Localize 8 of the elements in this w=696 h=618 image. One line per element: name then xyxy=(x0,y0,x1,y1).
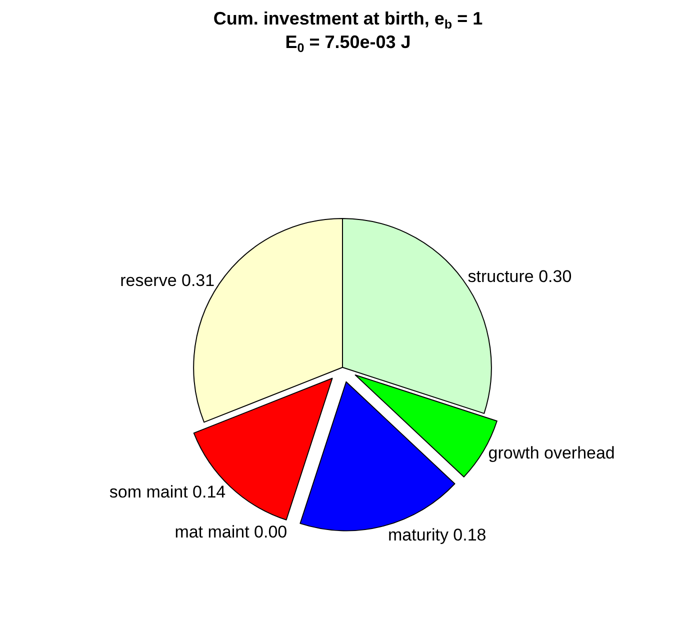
chart-subtitle: E$_{0}$ = 7.50e-03 J xyxy=(285,32,411,55)
slice-label: maturity 0.18 xyxy=(388,525,486,544)
slice-label: som maint 0.14 xyxy=(109,482,226,502)
category-label: mat maint 0.00 xyxy=(174,522,288,542)
slice-label: growth overhead xyxy=(488,444,615,463)
slice-label: reserve 0.31 xyxy=(120,271,215,290)
slice-label: structure 0.30 xyxy=(468,267,572,286)
chart-title: Cum. investment at birth, e$_{b}$ = 1 xyxy=(213,8,483,32)
